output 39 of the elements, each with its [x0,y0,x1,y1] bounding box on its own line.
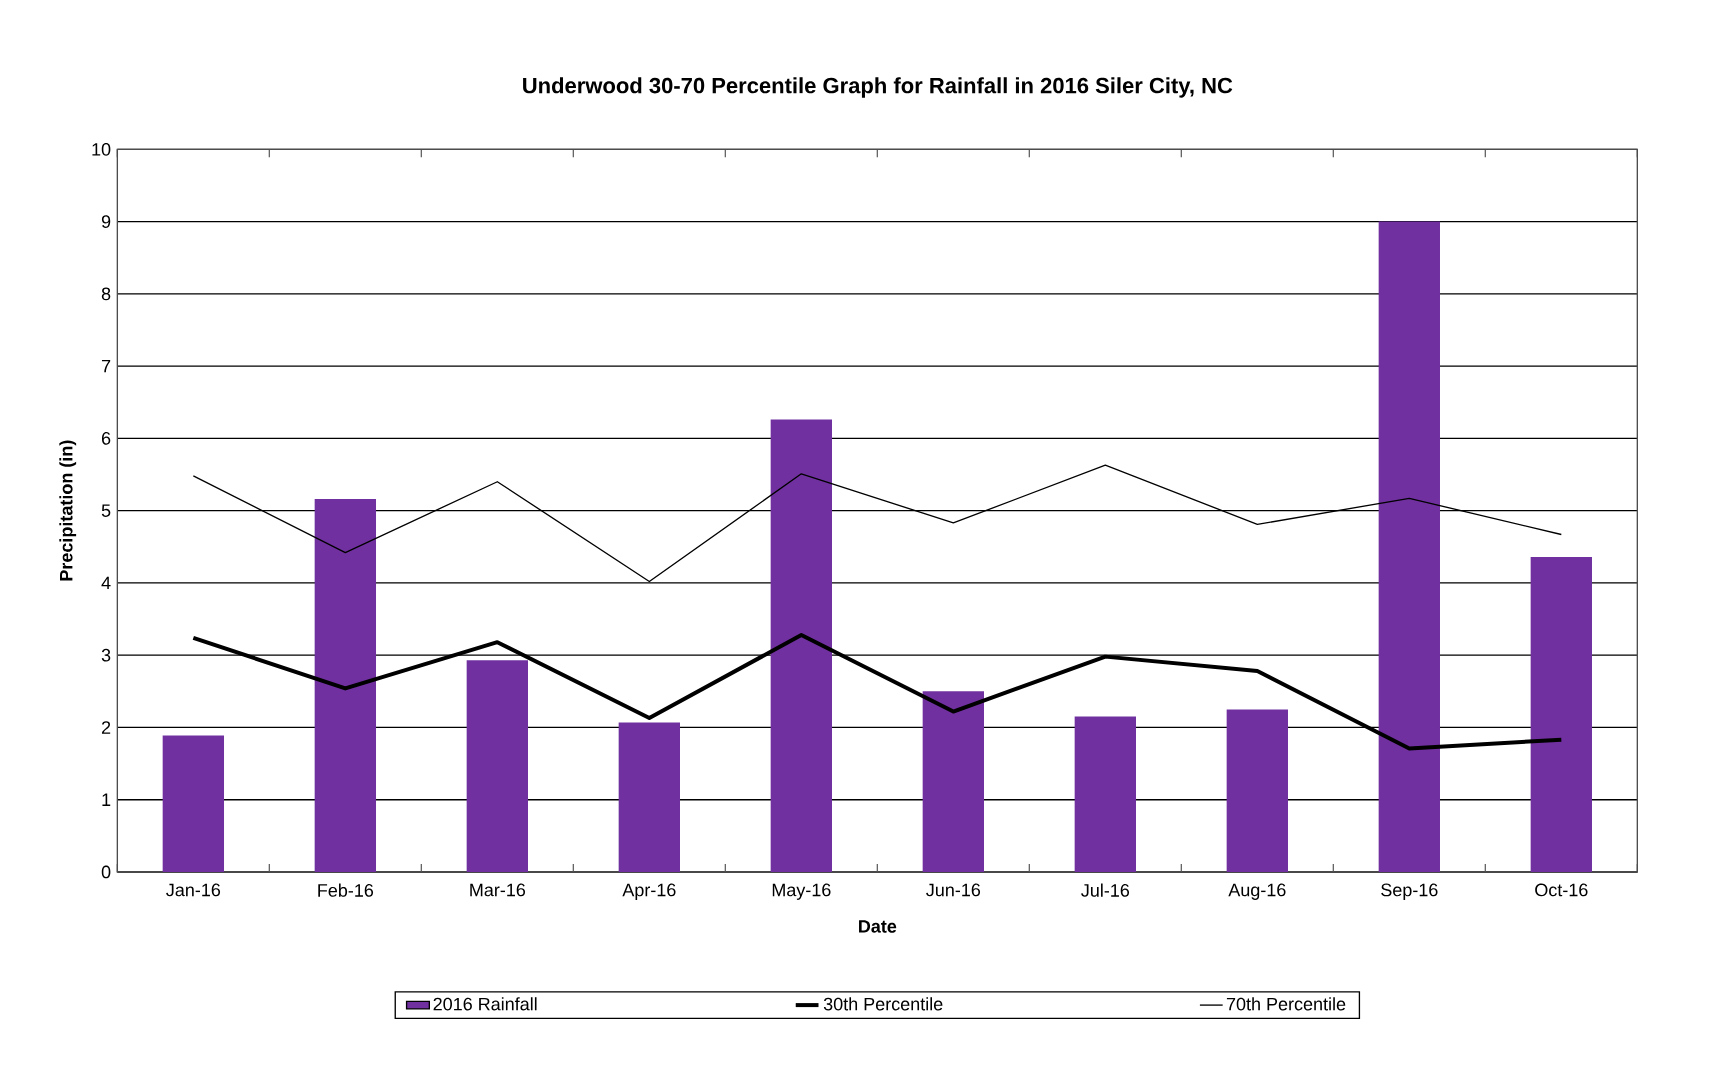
y-tick-label: 8 [101,287,111,301]
legend-label: 2016 Rainfall [433,997,537,1011]
y-tick-label: 5 [101,504,111,517]
legend-label: 30th Percentile [823,997,943,1011]
bar [922,691,984,872]
x-tick-label: Sep-16 [1381,883,1438,900]
bar [162,735,225,872]
x-axis-title: Date [859,920,897,933]
bar [1074,716,1136,872]
y-tick-label: 9 [101,215,111,228]
y-tick-label: 7 [101,359,111,373]
y-tick-label: 0 [101,865,111,879]
y-tick-label: 2 [101,721,111,734]
x-tick-label: May-16 [772,883,831,900]
y-tick-label: 10 [92,142,111,156]
x-tick-label: Jan-16 [166,883,221,897]
x-tick-label: Feb-16 [318,883,374,897]
x-tick-label: Apr-16 [622,883,676,900]
x-tick-label: Mar-16 [470,883,526,897]
y-tick-label: 6 [101,432,111,445]
chart-title: Underwood 30-70 Percentile Graph for Rainfall in 2016 Siler City, NC [523,77,1233,98]
bar [1226,709,1288,872]
y-tick-label: 1 [102,793,111,806]
y-axis-title: Precipitation (in) [59,440,77,581]
line-series [191,632,1564,751]
y-tick-label: 3 [101,648,111,662]
x-tick-label: Aug-16 [1228,883,1286,900]
bar [1378,221,1440,872]
line-series [192,464,1562,583]
bar [618,722,680,872]
y-tick-label: 4 [101,576,111,590]
x-tick-label: Oct-16 [1535,883,1588,897]
bar [1530,556,1592,872]
bar [770,419,832,872]
x-tick-label: Jul-16 [1081,883,1130,897]
legend-label: 70th Percentile [1226,997,1346,1011]
bar [314,499,377,872]
bar [466,660,528,872]
x-tick-label: Jun-16 [926,883,981,897]
